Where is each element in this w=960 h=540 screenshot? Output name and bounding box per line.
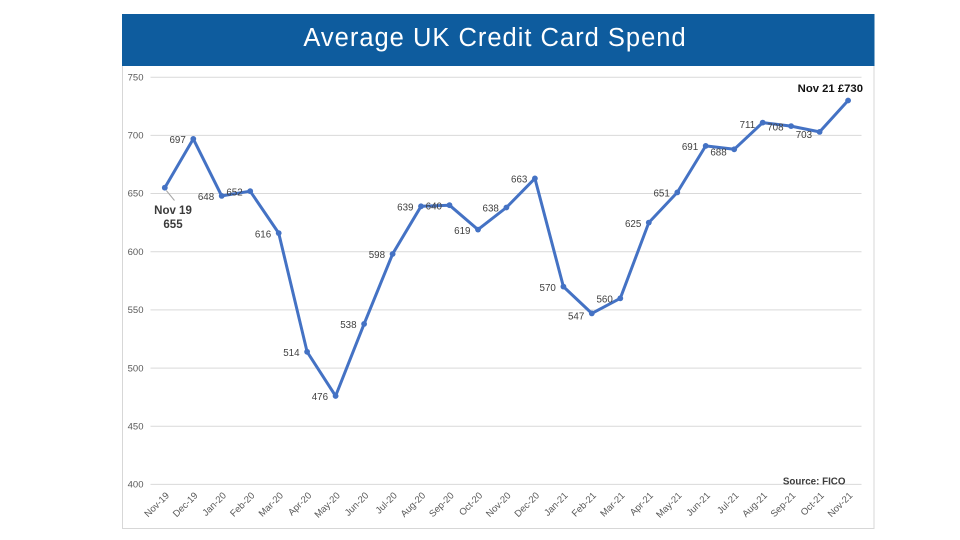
svg-text:700: 700 (128, 131, 144, 142)
svg-text:703: 703 (796, 130, 813, 141)
svg-text:570: 570 (540, 283, 557, 294)
svg-text:651: 651 (653, 189, 669, 200)
svg-text:476: 476 (312, 392, 329, 403)
svg-text:598: 598 (369, 250, 386, 261)
svg-text:547: 547 (568, 311, 584, 322)
svg-text:Nov 19: Nov 19 (154, 205, 192, 217)
svg-text:708: 708 (767, 123, 784, 134)
svg-text:652: 652 (226, 187, 242, 198)
svg-text:711: 711 (740, 120, 756, 131)
svg-text:640: 640 (426, 201, 443, 212)
svg-text:560: 560 (596, 295, 613, 306)
svg-text:697: 697 (169, 135, 185, 146)
svg-text:655: 655 (163, 219, 183, 231)
svg-text:750: 750 (128, 72, 144, 83)
svg-text:500: 500 (128, 363, 144, 374)
svg-text:691: 691 (682, 142, 698, 153)
svg-text:538: 538 (340, 320, 357, 331)
svg-text:616: 616 (255, 229, 272, 240)
svg-text:648: 648 (198, 192, 215, 203)
svg-text:Nov 21 £730: Nov 21 £730 (798, 83, 863, 95)
svg-text:639: 639 (397, 203, 413, 214)
svg-text:400: 400 (128, 480, 144, 491)
svg-text:Source: FICO: Source: FICO (783, 477, 846, 488)
svg-text:625: 625 (625, 219, 642, 230)
svg-text:514: 514 (283, 348, 300, 359)
svg-text:619: 619 (454, 226, 470, 237)
svg-text:663: 663 (511, 175, 528, 186)
svg-text:Average UK Credit Card Spend: Average UK Credit Card Spend (303, 24, 686, 52)
svg-text:688: 688 (710, 148, 727, 159)
svg-text:600: 600 (128, 247, 144, 258)
svg-text:550: 550 (128, 305, 144, 316)
svg-text:450: 450 (128, 421, 144, 432)
svg-text:638: 638 (483, 204, 500, 215)
svg-text:650: 650 (128, 189, 144, 200)
